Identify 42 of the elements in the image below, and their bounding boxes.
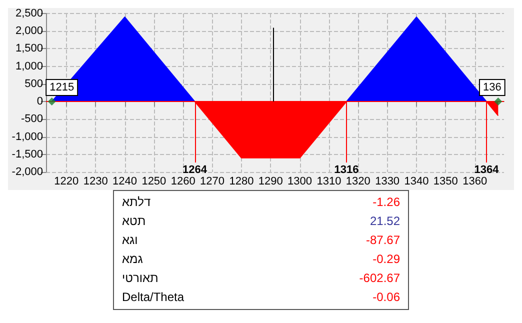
y-tick-label: 1,500 bbox=[15, 42, 43, 55]
x-tick-label: 1320 bbox=[346, 176, 370, 188]
y-tick-label: 2,000 bbox=[15, 25, 43, 38]
category-label: וגא bbox=[122, 232, 138, 249]
x-tick-label: 1260 bbox=[170, 176, 196, 188]
annotation: 136 bbox=[482, 82, 502, 94]
ref-line-label: 1264 bbox=[182, 164, 208, 176]
x-tick-label: 1340 bbox=[404, 176, 429, 188]
x-tick-label: 1350 bbox=[433, 176, 458, 188]
y-tick-label: -2,000 bbox=[12, 166, 43, 178]
x-tick-label: 1240 bbox=[112, 176, 138, 188]
x-tick-label: 1330 bbox=[375, 176, 400, 188]
y-tick-label: 0 bbox=[36, 96, 43, 108]
category-label: תאורטי bbox=[122, 270, 158, 287]
y-tick-label: -1,000 bbox=[12, 130, 43, 143]
x-tick-label: 1360 bbox=[462, 176, 488, 188]
x-tick-label: 1290 bbox=[258, 176, 283, 188]
category-label: תטא bbox=[122, 213, 146, 230]
data-label: -0.29 bbox=[372, 251, 400, 268]
x-tick-label: 1230 bbox=[83, 176, 108, 188]
category-label: דלתא bbox=[122, 194, 151, 211]
category-label: Delta/Theta bbox=[122, 289, 184, 306]
annotation: 1215 bbox=[50, 82, 74, 94]
x-tick-label: 1270 bbox=[200, 176, 225, 188]
x-tick-label: 1280 bbox=[229, 176, 254, 188]
y-tick-label: 500 bbox=[24, 78, 43, 90]
ref-line-label: 1316 bbox=[334, 164, 359, 176]
x-tick-label: 1300 bbox=[288, 176, 312, 188]
x-tick-label: 1310 bbox=[316, 176, 342, 188]
ref-line-label: 1364 bbox=[474, 164, 500, 176]
y-tick-label: 2,500 bbox=[15, 8, 43, 20]
data-label: -0.06 bbox=[372, 289, 400, 306]
data-label: 21.52 bbox=[370, 213, 400, 230]
y-tick-label: -500 bbox=[20, 113, 43, 126]
data-label: -87.67 bbox=[366, 232, 400, 249]
data-label: -602.67 bbox=[359, 270, 400, 287]
data-label: -1.26 bbox=[372, 194, 400, 211]
x-tick-label: 1220 bbox=[54, 176, 79, 188]
y-tick-label: -1,500 bbox=[12, 148, 43, 160]
y-tick-label: 1,000 bbox=[15, 60, 43, 72]
x-tick-label: 1250 bbox=[142, 176, 166, 188]
category-label: גמא bbox=[122, 251, 143, 268]
